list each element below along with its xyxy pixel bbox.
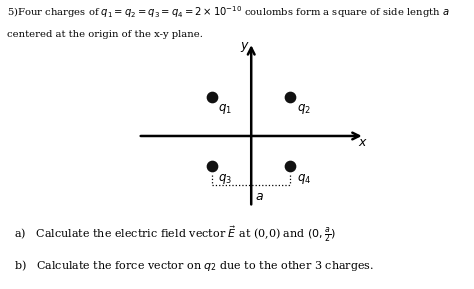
Point bbox=[208, 164, 216, 168]
Text: centered at the origin of the x-y plane.: centered at the origin of the x-y plane. bbox=[7, 30, 203, 39]
Text: $q_2$: $q_2$ bbox=[297, 102, 310, 116]
Text: $q_1$: $q_1$ bbox=[218, 102, 232, 116]
Point bbox=[287, 164, 294, 168]
Point bbox=[287, 94, 294, 99]
Point bbox=[208, 94, 216, 99]
Text: 5)Four charges of $q_1 = q_2 = q_3 = q_4 = 2 \times 10^{-10}$ coulombs form a sq: 5)Four charges of $q_1 = q_2 = q_3 = q_4… bbox=[7, 4, 450, 20]
Text: $y$: $y$ bbox=[240, 40, 250, 54]
Text: a)   Calculate the electric field vector $\vec{E}$ at (0,0) and $(0,\frac{a}{2}): a) Calculate the electric field vector $… bbox=[14, 224, 337, 244]
Text: $q_4$: $q_4$ bbox=[297, 172, 311, 186]
Text: $q_3$: $q_3$ bbox=[218, 172, 232, 186]
Text: b)   Calculate the force vector on $q_2$ due to the other 3 charges.: b) Calculate the force vector on $q_2$ d… bbox=[14, 258, 374, 273]
Text: $x$: $x$ bbox=[357, 136, 367, 149]
Text: $a$: $a$ bbox=[255, 190, 264, 203]
